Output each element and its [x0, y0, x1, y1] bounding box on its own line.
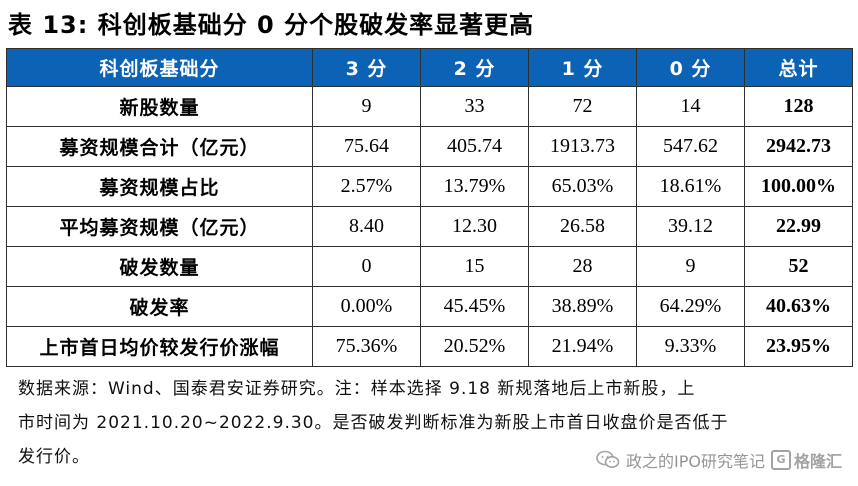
- table-cell: 9: [312, 86, 421, 127]
- source-note-line: 发行价。: [18, 447, 90, 467]
- table-row: 平均募资规模（亿元） 8.40 12.30 26.58 39.12 22.99: [6, 206, 853, 247]
- table-cell: 405.74: [420, 126, 529, 167]
- table-cell: 75.36%: [312, 326, 421, 367]
- column-header: 0 分: [636, 48, 745, 87]
- table-row: 募资规模合计（亿元） 75.64 405.74 1913.73 547.62 2…: [6, 126, 853, 167]
- table-cell: 13.79%: [420, 166, 529, 207]
- table-row: 破发数量 0 15 28 9 52: [6, 246, 853, 287]
- total-cell: 22.99: [744, 206, 853, 247]
- source-note-line: 市时间为 2021.10.20~2022.9.30。是否破发判断标准为新股上市首…: [18, 413, 729, 433]
- table-cell: 65.03%: [528, 166, 637, 207]
- table-row: 募资规模占比 2.57% 13.79% 65.03% 18.61% 100.00…: [6, 166, 853, 207]
- table-row: 上市首日均价较发行价涨幅 75.36% 20.52% 21.94% 9.33% …: [6, 326, 853, 367]
- row-label: 上市首日均价较发行价涨幅: [6, 326, 313, 367]
- total-cell: 100.00%: [744, 166, 853, 207]
- column-header-total: 总计: [744, 48, 853, 87]
- header-row: 科创板基础分 3 分 2 分 1 分 0 分 总计: [6, 48, 853, 87]
- watermark-text: 政之的IPO研究笔记: [626, 452, 765, 471]
- total-cell: 23.95%: [744, 326, 853, 367]
- total-cell: 128: [744, 86, 853, 127]
- table-cell: 2.57%: [312, 166, 421, 207]
- source-note-line: 数据来源：Wind、国泰君安证券研究。注：样本选择 9.18 新规落地后上市新股…: [18, 379, 696, 399]
- table-cell: 39.12: [636, 206, 745, 247]
- row-label: 平均募资规模（亿元）: [6, 206, 313, 247]
- table-title: 表 13: 科创板基础分 0 分个股破发率显著更高: [8, 10, 535, 39]
- table-cell: 72: [528, 86, 637, 127]
- table-row: 破发率 0.00% 45.45% 38.89% 64.29% 40.63%: [6, 286, 853, 327]
- table-cell: 26.58: [528, 206, 637, 247]
- table-cell: 14: [636, 86, 745, 127]
- table-cell: 9.33%: [636, 326, 745, 367]
- total-cell: 2942.73: [744, 126, 853, 167]
- column-header: 2 分: [420, 48, 529, 87]
- row-label: 破发率: [6, 286, 313, 327]
- table-cell: 20.52%: [420, 326, 529, 367]
- table-cell: 45.45%: [420, 286, 529, 327]
- total-cell: 40.63%: [744, 286, 853, 327]
- row-label: 新股数量: [6, 86, 313, 127]
- column-header: 科创板基础分: [6, 48, 313, 87]
- table-cell: 75.64: [312, 126, 421, 167]
- table-cell: 18.61%: [636, 166, 745, 207]
- source-note: 数据来源：Wind、国泰君安证券研究。注：样本选择 9.18 新规落地后上市新股…: [18, 372, 840, 474]
- table-cell: 33: [420, 86, 529, 127]
- row-label: 募资规模合计（亿元）: [6, 126, 313, 167]
- table-cell: 21.94%: [528, 326, 637, 367]
- column-header: 1 分: [528, 48, 637, 87]
- watermark-logo-text: 格隆汇: [793, 452, 842, 471]
- table-row: 新股数量 9 33 72 14 128: [6, 86, 853, 127]
- data-table: 科创板基础分 3 分 2 分 1 分 0 分 总计 新股数量 9 33 72 1…: [6, 48, 853, 367]
- table-cell: 12.30: [420, 206, 529, 247]
- table-cell: 0.00%: [312, 286, 421, 327]
- row-label: 募资规模占比: [6, 166, 313, 207]
- table-cell: 15: [420, 246, 529, 287]
- table-cell: 1913.73: [528, 126, 637, 167]
- logo-mark-icon: G: [770, 450, 791, 470]
- table-cell: 547.62: [636, 126, 745, 167]
- total-cell: 52: [744, 246, 853, 287]
- table-cell: 64.29%: [636, 286, 745, 327]
- watermark: 政之的IPO研究笔记 G 格隆汇: [596, 448, 842, 472]
- table-cell: 8.40: [312, 206, 421, 247]
- table-cell: 38.89%: [528, 286, 637, 327]
- wechat-icon: [596, 450, 620, 468]
- table-cell: 9: [636, 246, 745, 287]
- table-cell: 0: [312, 246, 421, 287]
- row-label: 破发数量: [6, 246, 313, 287]
- table-cell: 28: [528, 246, 637, 287]
- watermark-logo: G 格隆汇: [770, 448, 842, 472]
- column-header: 3 分: [312, 48, 421, 87]
